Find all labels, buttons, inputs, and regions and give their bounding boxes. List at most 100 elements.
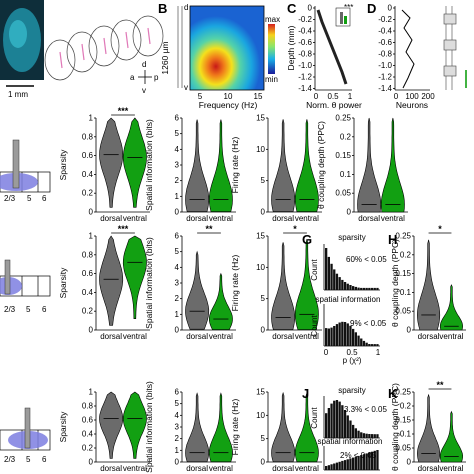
xtick: 10 [224, 92, 233, 101]
hist-bar [341, 460, 344, 470]
hist-bar [370, 434, 374, 438]
ytick-label: 0 [175, 326, 180, 335]
hist-bar [368, 434, 371, 438]
hist-bar [343, 282, 347, 290]
xtick-label: dorsal [186, 332, 208, 341]
inset-j-title1: sparsity [338, 386, 366, 395]
violin-dorsal [185, 119, 210, 213]
xtick-label: ventral [295, 332, 319, 341]
panel-c: C 0 -0.2 -0.4 -0.6 -0.8 -1.0 -1.2 -1.4 Depth (m… [286, 1, 362, 110]
ytick-label: 10 [256, 411, 265, 420]
probe-shank [12, 139, 20, 189]
depth-ticks: 0 -0.2 -0.4 -0.6 -0.8 -1.0 -1.2 -1.4 [298, 4, 315, 93]
violin-ylabel: Firing rate (Hz) [230, 399, 240, 456]
hist-bar [335, 462, 339, 470]
violin-ventral [294, 239, 319, 331]
xtick-label: ventral [209, 332, 233, 341]
xtick: 100 [405, 92, 419, 101]
orientation-compass: d v a p [130, 60, 159, 95]
ytick-label: -1.0 [298, 61, 312, 70]
xtick-label: dorsal [272, 214, 294, 223]
violin-dorsal [416, 393, 441, 463]
ytick-label: 0.25 [335, 114, 351, 123]
ytick-label: 0.8 [82, 402, 94, 411]
violin-dorsal [416, 239, 441, 331]
xtick: 0.5 [327, 92, 339, 101]
hist-bar [376, 450, 379, 470]
sig-stars: *** [118, 106, 129, 116]
ytick-label: 2 [175, 434, 180, 443]
schematic-row1: 2/3 5 6 [0, 139, 51, 203]
ytick-label: -0.4 [298, 27, 312, 36]
hist-bar [360, 338, 363, 346]
slice-outlines [44, 15, 164, 81]
hist-bar [354, 456, 357, 470]
hist-bar [325, 248, 328, 290]
hist-bar [360, 455, 363, 470]
hist-bar [357, 335, 360, 346]
inset-g-pct2: 9% < 0.05 [350, 319, 387, 328]
ytick-label: -0.8 [298, 50, 312, 59]
ytick-label: 3 [175, 423, 180, 432]
ytick-label: 0.1 [400, 288, 412, 297]
panel-d: D 0 -0.2 -0.4 -0.6 -0.8 -1.0 -1.2 -1.4 0 100 20… [367, 1, 467, 110]
ytick-label: 0.8 [82, 132, 94, 141]
ytick-label: 0.2 [82, 307, 94, 316]
histogram-j-spatial [325, 450, 379, 470]
violin-ylabel: Sparsity [58, 411, 68, 442]
inset-j-pct2: 2% < 0.05 [340, 451, 377, 460]
violin-ylabel: θ coupling depth (PPC) [316, 121, 326, 209]
hist-bar [341, 321, 344, 346]
hist-bar [330, 263, 333, 290]
probe-shank [4, 259, 11, 295]
ytick-label: 5 [261, 176, 266, 185]
inset-g-pct1: 60% < 0.05 [346, 255, 387, 264]
ytick-label: 0 [261, 458, 266, 467]
ytick-label: -0.2 [378, 15, 392, 24]
ytick-label: 0 [388, 4, 393, 13]
histogram-j-sparsity [325, 400, 379, 438]
hist-bar [365, 453, 368, 470]
xtick-label: ventral [381, 214, 405, 223]
inset-g-title2: spatial information [316, 295, 381, 304]
ytick-label: 0.25 [395, 232, 411, 241]
violin-ventral [208, 392, 233, 463]
xtick-label: dorsal [272, 332, 294, 341]
hist-bar [335, 400, 339, 438]
marker-d: d [184, 3, 188, 12]
ytick-label: -0.8 [378, 50, 392, 59]
hist-bar [360, 432, 363, 438]
xtick-label: ventral [209, 214, 233, 223]
hist-bar [330, 327, 333, 346]
violin-dorsal [99, 235, 124, 326]
ytick-label: 0.4 [82, 288, 94, 297]
spectrogram-xlabel: Frequency (Hz) [199, 100, 258, 110]
hist-bar [335, 324, 339, 346]
ytick-label: 3 [175, 279, 180, 288]
violin-panel-row1-theta: 0 0.05 0.1 0.15 0.2 0.25 θ coupling depth (PPC… [316, 114, 408, 223]
panel-c-ylabel: Depth (mm) [286, 25, 296, 70]
ytick-label: -1.2 [378, 73, 392, 82]
ytick-label: 0.15 [395, 269, 411, 278]
ytick-label: 6 [175, 388, 180, 397]
hist-bar [333, 463, 336, 470]
xtick-label: dorsal [100, 332, 122, 341]
hist-bar [373, 344, 376, 346]
ytick-label: 10 [256, 145, 265, 154]
violin-dorsal [99, 117, 124, 208]
ytick-label: 0.4 [82, 170, 94, 179]
violin-ventral [294, 119, 319, 213]
xtick-label: dorsal [186, 214, 208, 223]
ytick-label: 5 [175, 399, 180, 408]
hist-bar [365, 342, 368, 346]
ytick-label: 15 [256, 388, 265, 397]
hist-bar [333, 269, 336, 290]
inset-star: *** [344, 3, 353, 12]
panel-k-letter: K [388, 386, 398, 401]
ytick-label: 15 [256, 232, 265, 241]
hist-bar [352, 457, 355, 470]
xtick: 0 [314, 92, 319, 101]
hist-bar [343, 460, 347, 470]
ytick-label: 0 [407, 326, 412, 335]
hist-bar [330, 403, 333, 438]
